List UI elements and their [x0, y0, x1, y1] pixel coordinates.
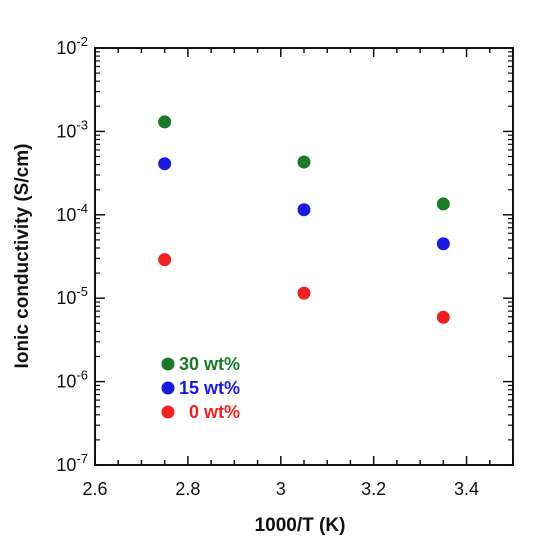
y-tick-label: 10-2: [56, 34, 88, 58]
x-axis-title: 1000/T (K): [255, 515, 346, 536]
data-point: [436, 310, 450, 324]
plot-border: [94, 47, 514, 466]
y-axis: 10-7 10-6 10-5 10-4 10-3 10-2: [56, 34, 513, 475]
y-tick-label: 10-5: [56, 284, 88, 308]
y-axis-title: Ionic conductivity (S/cm): [12, 144, 33, 369]
legend-label: 15 wt%: [179, 378, 240, 398]
y-tick-label: 10-6: [56, 368, 88, 392]
x-tick-label: 2.6: [82, 479, 107, 499]
data-point: [436, 237, 450, 251]
legend-label: 30 wt%: [179, 354, 240, 374]
data-point: [297, 155, 311, 169]
legend-marker: [161, 357, 175, 371]
x-tick-label: 2.8: [175, 479, 200, 499]
data-point: [158, 157, 172, 171]
data-point: [436, 197, 450, 211]
x-tick-label: 3.4: [454, 479, 479, 499]
legend-marker: [161, 405, 175, 419]
x-axis: 2.6 2.8 3 3.2 3.4: [82, 48, 514, 499]
data-point: [158, 115, 172, 129]
legend-marker: [161, 381, 175, 395]
y-tick-label: 10-7: [56, 451, 88, 475]
data-point: [297, 203, 311, 217]
data-point: [158, 253, 172, 267]
data-points: [158, 115, 450, 324]
legend: 30 wt% 15 wt% 0 wt%: [161, 354, 240, 422]
data-point: [297, 286, 311, 300]
plot-area: [94, 47, 514, 466]
y-tick-label: 10-4: [56, 201, 88, 225]
x-tick-label: 3.2: [361, 479, 386, 499]
x-tick-label: 3: [276, 479, 286, 499]
y-tick-label: 10-3: [56, 117, 88, 141]
legend-label: 0 wt%: [189, 402, 240, 422]
